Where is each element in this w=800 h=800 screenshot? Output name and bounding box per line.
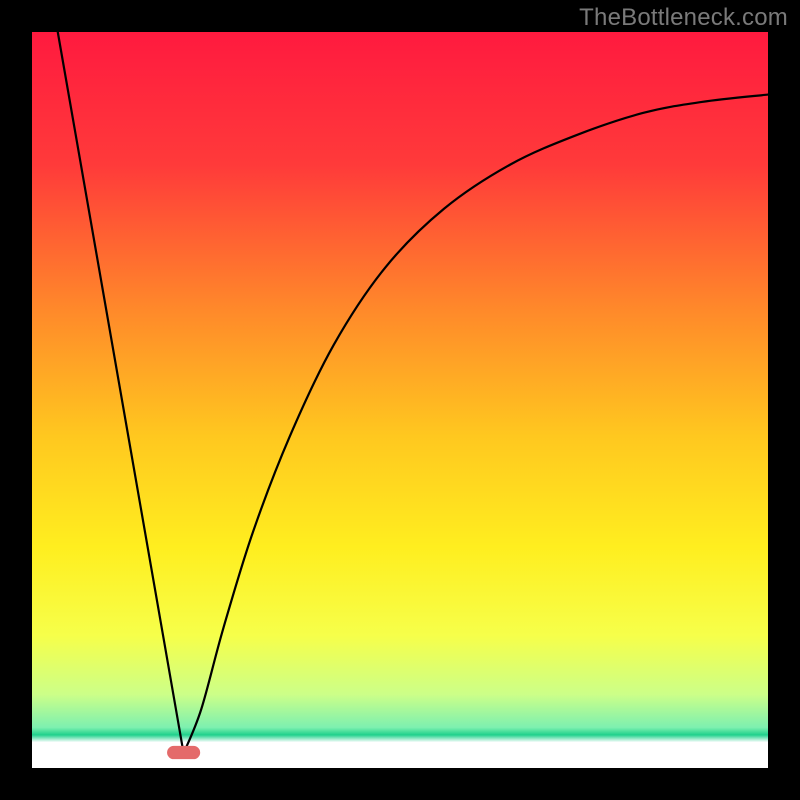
chart-container: TheBottleneck.com: [0, 0, 800, 800]
watermark-text: TheBottleneck.com: [579, 4, 788, 32]
bottleneck-chart: [0, 0, 800, 800]
optimum-marker: [167, 746, 200, 759]
